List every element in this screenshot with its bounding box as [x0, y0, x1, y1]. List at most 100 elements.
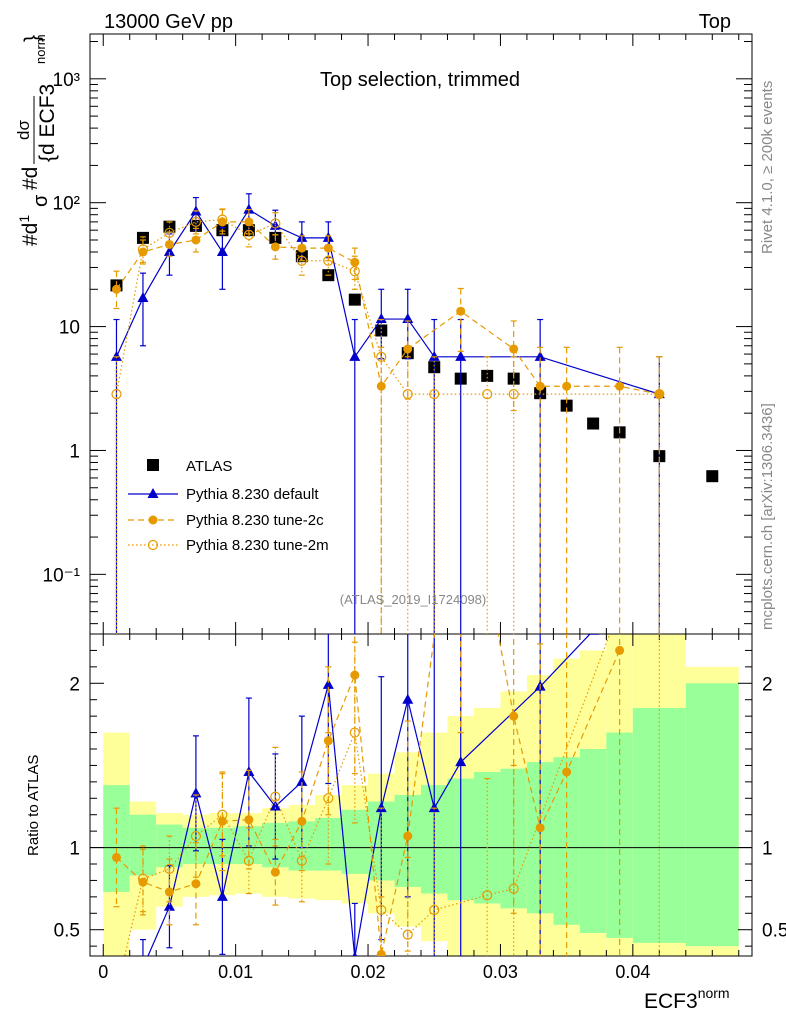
data-point — [323, 255, 334, 266]
mcplots-credit: mcplots.cern.ch [arXiv:1306.3436] — [759, 403, 776, 630]
data-point — [587, 634, 599, 635]
data-point — [270, 791, 281, 802]
svg-text:{d ECF3: {d ECF3 — [36, 84, 59, 162]
ratio-y-tick-label-right: 2 — [762, 674, 773, 695]
data-point — [482, 890, 493, 901]
x-tick-label: 0.01 — [218, 962, 253, 982]
data-point — [587, 417, 600, 430]
data-point — [163, 245, 175, 256]
data-point — [615, 645, 625, 655]
analysis-id: (ATLAS_2019_I1724098) — [340, 592, 486, 607]
main-y-axis-label: #d1 σ #d dσ {d ECF3 norm } — [14, 34, 59, 246]
collision-energy-label: 13000 GeV pp — [104, 11, 233, 33]
data-point — [269, 800, 281, 811]
data-point — [535, 823, 545, 833]
svg-text:Pythia 8.230 tune-2m: Pythia 8.230 tune-2m — [186, 537, 329, 554]
legend-entry-atlas: ATLAS — [147, 458, 232, 475]
data-point — [243, 855, 254, 866]
series-line — [115, 219, 660, 395]
x-tick-label: 0.04 — [615, 962, 650, 982]
data-point — [508, 389, 519, 400]
legend: ATLAS Pythia 8.230 default Pythia 8.230 … — [128, 458, 329, 554]
data-point — [376, 904, 387, 916]
series-atlas — [110, 219, 719, 483]
data-point — [217, 809, 228, 820]
band-green — [473, 772, 501, 904]
rivet-version: Rivet 4.1.0, ≥ 200k events — [759, 81, 776, 254]
legend-entry-tune-2c: Pythia 8.230 tune-2c — [128, 512, 324, 529]
data-point — [111, 852, 121, 862]
series-pythia-8-230-tune-2m — [111, 208, 665, 634]
data-point — [111, 284, 121, 294]
data-point — [429, 389, 440, 400]
svg-text:ATLAS: ATLAS — [186, 458, 232, 475]
band-green — [685, 683, 739, 947]
data-point — [216, 245, 228, 256]
data-point — [481, 369, 494, 382]
data-point — [560, 399, 573, 412]
y-tick-labels: 0 0.01 0.02 0.03 0.04 10⁻¹ 1 10 10² 10³ 0.5 0.5 1 1 2 2 — [43, 70, 786, 982]
x-tick-label: 0 — [98, 962, 108, 982]
svg-text:Pythia 8.230 default: Pythia 8.230 default — [186, 486, 319, 503]
data-point — [137, 244, 149, 255]
ratio-y-tick-label-left: 2 — [69, 674, 80, 695]
legend-entry-tune-2m: Pythia 8.230 tune-2m — [128, 537, 329, 554]
main-y-tick-label: 10² — [53, 194, 80, 215]
ratio-y-axis-label: Ratio to ATLAS — [25, 755, 42, 856]
data-point — [349, 727, 360, 738]
data-point — [455, 756, 467, 767]
data-point — [509, 344, 519, 354]
data-point — [137, 292, 149, 303]
data-point — [191, 235, 201, 245]
band-green — [129, 814, 157, 876]
ratio-y-tick-label-left: 0.5 — [54, 921, 80, 942]
data-point — [456, 306, 466, 316]
data-point — [508, 883, 519, 894]
data-point — [297, 816, 307, 826]
data-point — [403, 831, 413, 841]
data-point — [706, 470, 719, 483]
data-point — [217, 214, 228, 225]
series-line — [116, 634, 621, 955]
data-point — [562, 767, 572, 777]
data-point — [163, 900, 175, 911]
data-point — [402, 693, 414, 704]
series-line — [124, 634, 611, 956]
data-point — [428, 350, 440, 361]
ratio-y-tick-label-right: 1 — [762, 839, 773, 860]
data-point — [191, 879, 201, 889]
data-point — [349, 266, 360, 277]
data-point — [164, 887, 174, 897]
data-point — [376, 381, 386, 391]
data-point — [352, 951, 358, 956]
axis-ticks — [90, 34, 752, 956]
data-point — [323, 793, 334, 804]
data-point — [243, 229, 254, 240]
ratio-uncertainty-bands — [90, 634, 752, 956]
data-point — [137, 962, 148, 972]
data-point — [244, 815, 254, 825]
data-point — [270, 867, 280, 877]
svg-text:σ: σ — [30, 194, 52, 207]
data-point — [562, 381, 572, 391]
process-label: Top — [699, 11, 731, 33]
svg-text:ECF3norm: ECF3norm — [644, 985, 730, 1013]
main-y-tick-label: 10³ — [53, 70, 80, 91]
data-point — [137, 873, 149, 884]
svg-text:dσ: dσ — [14, 120, 33, 140]
data-point — [349, 350, 361, 361]
data-point — [112, 986, 121, 995]
data-point — [296, 855, 307, 866]
data-point — [534, 350, 546, 361]
data-point — [216, 890, 228, 901]
main-y-tick-label: 1 — [69, 441, 80, 462]
main-y-tick-label: 10⁻¹ — [43, 565, 81, 586]
data-point — [296, 255, 307, 266]
svg-text:}: } — [21, 35, 44, 42]
data-point — [164, 227, 175, 239]
ratio-y-tick-label-right: 0.5 — [762, 921, 786, 942]
data-point — [190, 216, 202, 227]
data-point — [402, 929, 413, 940]
data-point — [164, 863, 175, 875]
main-series-layer — [110, 193, 719, 634]
